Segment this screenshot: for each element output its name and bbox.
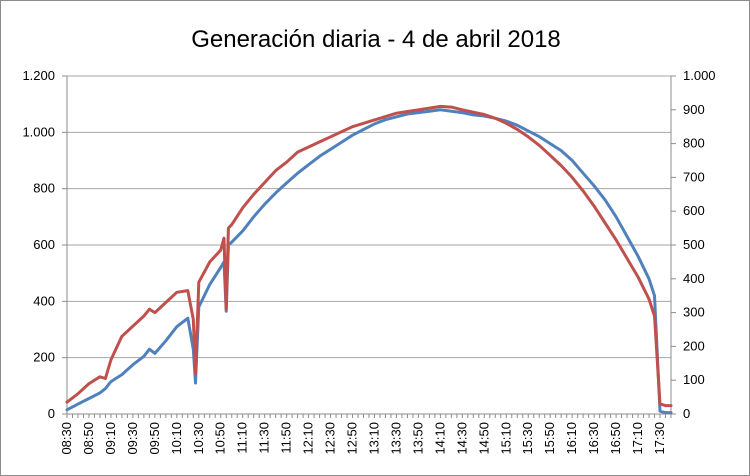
right-tick-label-5: 500 xyxy=(683,237,705,252)
x-tick-label-22: 15:50 xyxy=(542,422,557,455)
right-tick-label-4: 400 xyxy=(683,271,705,286)
left-tick-label-4: 800 xyxy=(33,181,55,196)
x-tick-label-26: 17:10 xyxy=(630,422,645,455)
x-tick-label-8: 11:10 xyxy=(235,422,250,454)
right-tick-label-0: 0 xyxy=(683,406,690,421)
x-tick-label-7: 10:50 xyxy=(213,422,228,455)
left-tick-label-5: 1.000 xyxy=(22,124,55,139)
x-tick-label-27: 17:30 xyxy=(652,422,667,455)
right-tick-label-1: 100 xyxy=(683,372,705,387)
x-tick-label-4: 09:50 xyxy=(147,422,162,455)
x-tick-label-0: 08:30 xyxy=(59,422,74,455)
x-tick-label-2: 09:10 xyxy=(103,422,118,455)
left-tick-label-2: 400 xyxy=(33,293,55,308)
x-tick-label-16: 13:50 xyxy=(410,422,425,455)
x-tick-label-15: 13:30 xyxy=(388,422,403,455)
gridlines xyxy=(67,75,671,359)
series-lines xyxy=(65,104,673,415)
x-tick-label-24: 16:30 xyxy=(586,422,601,455)
x-tick-label-18: 14:30 xyxy=(454,422,469,455)
x-tick-label-20: 15:10 xyxy=(498,422,513,455)
x-tick-label-3: 09:30 xyxy=(125,422,140,455)
x-tick-label-1: 08:50 xyxy=(81,422,96,455)
axes xyxy=(62,75,676,418)
left-tick-label-3: 600 xyxy=(33,237,55,252)
right-tick-label-8: 800 xyxy=(683,136,705,151)
chart-title: Generación diaria - 4 de abril 2018 xyxy=(191,26,561,53)
x-tick-label-14: 13:10 xyxy=(366,422,381,455)
x-tick-label-23: 16:10 xyxy=(564,422,579,455)
x-tick-label-13: 12:50 xyxy=(345,422,360,455)
right-tick-label-9: 900 xyxy=(683,102,705,117)
right-tick-label-2: 200 xyxy=(683,338,705,353)
x-axis-tick-labels: 08:30 08:50 09:10 09:30 09:50 10:10 10:30 10:50… xyxy=(59,422,667,455)
right-tick-label-6: 600 xyxy=(683,203,705,218)
x-tick-label-25: 16:50 xyxy=(608,422,623,455)
right-tick-label-7: 700 xyxy=(683,169,705,184)
left-tick-label-1: 200 xyxy=(33,350,55,365)
right-y-axis-tick-labels: 0 100 200 300 400 500 600 700 800 900 1.000 xyxy=(683,68,716,421)
right-tick-label-3: 300 xyxy=(683,305,705,320)
x-tick-label-10: 11:50 xyxy=(279,422,294,454)
series-line-1 xyxy=(65,108,673,415)
x-tick-label-9: 11:30 xyxy=(257,422,272,454)
left-tick-label-6: 1.200 xyxy=(22,68,55,83)
x-tick-label-19: 14:50 xyxy=(476,422,491,455)
x-tick-label-5: 10:10 xyxy=(169,422,184,455)
series-line-2 xyxy=(65,104,673,408)
x-tick-label-17: 14:10 xyxy=(432,422,447,455)
x-tick-label-11: 12:10 xyxy=(301,422,316,455)
left-tick-label-0: 0 xyxy=(48,406,55,421)
x-tick-label-12: 12:30 xyxy=(323,422,338,455)
x-tick-label-21: 15:30 xyxy=(520,422,535,455)
left-y-axis-tick-labels: 0 200 400 600 800 1.000 1.200 xyxy=(22,68,55,421)
x-tick-label-6: 10:30 xyxy=(191,422,206,455)
right-tick-label-10: 1.000 xyxy=(683,68,716,83)
